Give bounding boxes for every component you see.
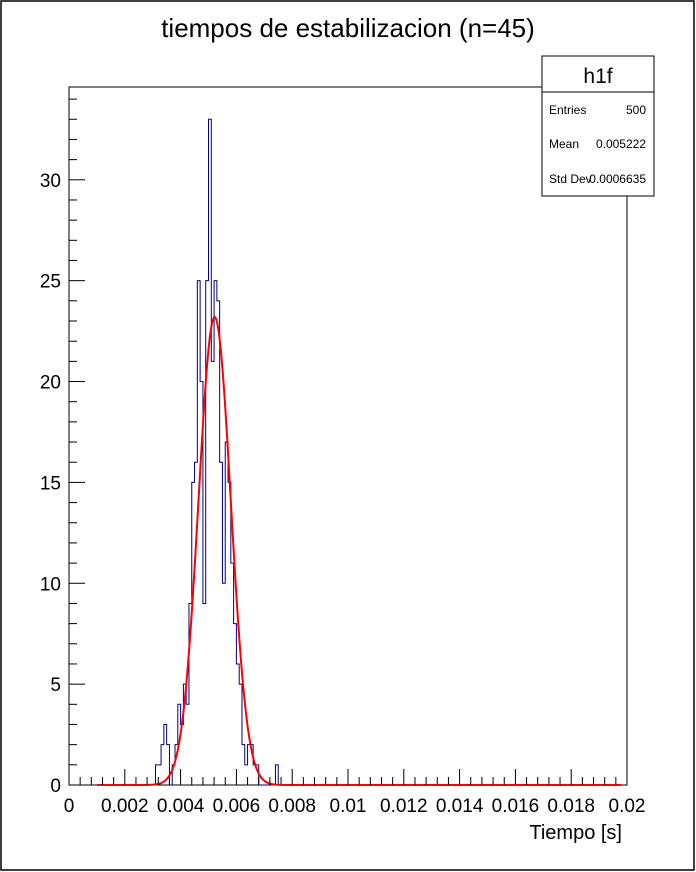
x-axis: 0 0.002 0.004 0.006 0.008 0.01 0.012 0.014 0.016… bbox=[64, 769, 646, 817]
stats-box: h1f Entries 500 Mean 0.005222 Std Dev 0.… bbox=[541, 55, 655, 197]
histogram bbox=[154, 118, 279, 786]
x-tick-label: 0.014 bbox=[436, 796, 484, 817]
y-axis: 0 5 10 15 20 25 30 bbox=[40, 98, 85, 797]
x-tick-label: 0.002 bbox=[101, 796, 149, 817]
x-tick-label: 0.016 bbox=[492, 796, 540, 817]
y-tick-label: 0 bbox=[50, 776, 61, 797]
stats-box-name: h1f bbox=[583, 65, 612, 88]
y-tick-label: 10 bbox=[40, 574, 61, 595]
stats-stddev-label: Std Dev bbox=[549, 172, 592, 186]
histogram-outline bbox=[154, 118, 279, 786]
x-tick-label: 0.02 bbox=[609, 796, 646, 817]
x-axis-label: Tiempo [s] bbox=[529, 822, 622, 844]
x-tick-label: 0 bbox=[64, 796, 75, 817]
x-tick-label: 0.012 bbox=[380, 796, 428, 817]
y-tick-label: 20 bbox=[40, 373, 61, 394]
x-tick-label: 0.004 bbox=[157, 796, 205, 817]
chart-title: tiempos de estabilizacion (n=45) bbox=[161, 13, 535, 43]
y-tick-label: 5 bbox=[50, 675, 61, 696]
x-tick-label: 0.006 bbox=[213, 796, 261, 817]
stats-entries-label: Entries bbox=[549, 103, 586, 117]
y-tick-label: 15 bbox=[40, 473, 61, 494]
stats-entries-value: 500 bbox=[626, 103, 646, 117]
stats-mean-value: 0.005222 bbox=[596, 137, 646, 151]
y-tick-label: 30 bbox=[40, 171, 61, 192]
x-tick-label: 0.008 bbox=[268, 796, 316, 817]
y-tick-label: 25 bbox=[40, 272, 61, 293]
x-tick-label: 0.01 bbox=[330, 796, 367, 817]
stats-stddev-value: 0.0006635 bbox=[589, 172, 646, 186]
x-tick-label: 0.018 bbox=[547, 796, 595, 817]
stats-mean-label: Mean bbox=[549, 137, 579, 151]
